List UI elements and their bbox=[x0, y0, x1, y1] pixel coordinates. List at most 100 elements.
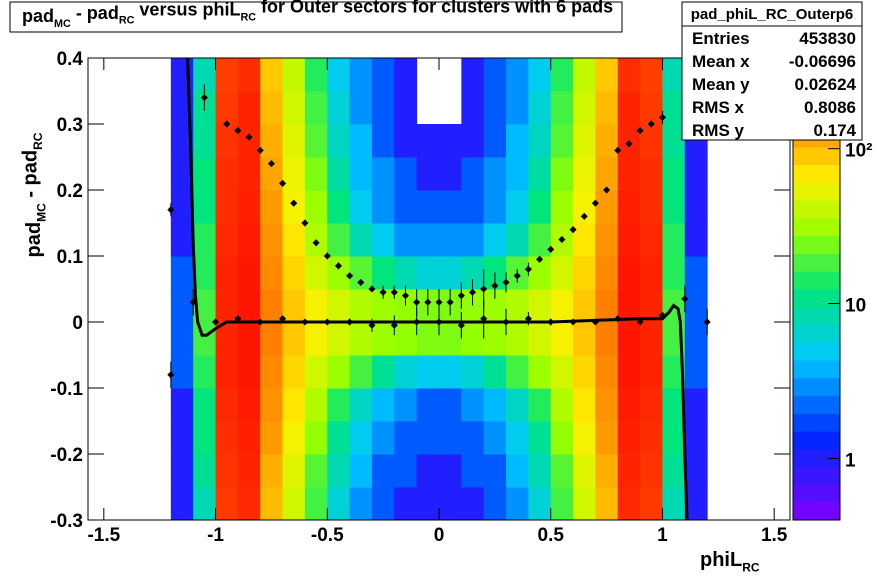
marker bbox=[536, 255, 544, 263]
stats-label: Mean x bbox=[692, 52, 750, 71]
subscript: RC bbox=[742, 560, 760, 574]
heat-cell bbox=[304, 289, 328, 323]
heat-cell bbox=[461, 91, 485, 125]
heat-cell bbox=[282, 157, 306, 191]
heat-cell bbox=[461, 223, 485, 257]
heat-cell bbox=[215, 190, 239, 224]
heat-cell bbox=[193, 388, 217, 422]
heat-cell bbox=[170, 388, 194, 422]
heat-cell bbox=[237, 124, 261, 158]
heat-cell bbox=[595, 223, 619, 257]
heat-cell bbox=[170, 58, 194, 92]
stats-label: RMS y bbox=[692, 121, 745, 140]
colorbar-step bbox=[793, 502, 840, 521]
heat-cell bbox=[483, 421, 507, 455]
x-tick-label: -1 bbox=[207, 525, 224, 546]
heat-cell bbox=[193, 58, 217, 92]
heat-cell bbox=[528, 421, 552, 455]
marker bbox=[368, 285, 376, 293]
x-tick-label: 0 bbox=[434, 525, 445, 546]
heat-cell bbox=[416, 223, 440, 257]
heat-cell bbox=[394, 454, 418, 488]
heat-cell bbox=[327, 124, 351, 158]
heat-cell bbox=[371, 190, 395, 224]
profile bbox=[167, 58, 711, 520]
heat-cell bbox=[550, 190, 574, 224]
heat-cell bbox=[282, 388, 306, 422]
heat-cell bbox=[170, 454, 194, 488]
marker bbox=[401, 292, 410, 300]
heat-cell bbox=[439, 124, 462, 158]
heat-cell bbox=[237, 355, 261, 389]
marker bbox=[457, 292, 465, 300]
subscript: RC bbox=[31, 132, 45, 150]
heat-cell bbox=[461, 58, 485, 92]
heat-cell bbox=[349, 256, 373, 290]
marker bbox=[323, 252, 331, 260]
colorbar-step bbox=[793, 342, 840, 361]
heat-cell bbox=[573, 124, 596, 158]
heat-cell bbox=[617, 157, 641, 191]
heat-cell bbox=[439, 487, 462, 520]
x-axis-label: phiLRC bbox=[700, 549, 760, 574]
heat-cell bbox=[260, 157, 284, 191]
heat-cell bbox=[304, 355, 328, 389]
heat-cell bbox=[595, 91, 619, 125]
heat-cell bbox=[237, 454, 261, 488]
heat-cell bbox=[193, 421, 217, 455]
heat-cell bbox=[640, 355, 663, 389]
heat-cell bbox=[260, 223, 284, 257]
heat-cell bbox=[573, 388, 596, 422]
y-tick-label: 0.4 bbox=[57, 49, 84, 70]
y-tick-label: 0.3 bbox=[57, 115, 83, 136]
heat-cell bbox=[170, 157, 194, 191]
heat-cell bbox=[327, 58, 351, 92]
y-tick-label: 0.1 bbox=[57, 247, 84, 268]
heat-cell bbox=[371, 289, 395, 323]
heat-cell bbox=[260, 58, 284, 92]
heat-cell bbox=[394, 256, 418, 290]
marker bbox=[234, 315, 242, 323]
marker bbox=[390, 288, 398, 296]
heat-cell bbox=[640, 454, 663, 488]
heat-cell bbox=[640, 157, 663, 191]
marker bbox=[368, 321, 376, 329]
heat-cell bbox=[506, 388, 529, 422]
heat-cell bbox=[327, 223, 351, 257]
heat-cell bbox=[170, 322, 194, 356]
heat-cell bbox=[483, 58, 507, 92]
heat-cell bbox=[528, 58, 552, 92]
colorbar-step bbox=[793, 306, 840, 326]
heat-cell bbox=[573, 190, 596, 224]
heat-cell bbox=[483, 223, 507, 257]
heat-cell bbox=[282, 256, 306, 290]
heat-cell bbox=[439, 322, 462, 356]
heat-cell bbox=[215, 388, 239, 422]
heat-cell bbox=[461, 190, 485, 224]
marker bbox=[390, 321, 398, 329]
heat-cell bbox=[662, 58, 686, 92]
marker bbox=[424, 298, 432, 306]
text-part: pad bbox=[23, 222, 45, 258]
heat-cell bbox=[282, 91, 306, 125]
heat-cell bbox=[573, 223, 596, 257]
y-axis-label: padMC - padRC bbox=[19, 132, 48, 257]
heat-cell bbox=[439, 421, 462, 455]
heat-cell bbox=[483, 289, 507, 323]
heat-cell bbox=[349, 91, 373, 125]
y-tick-label: 0.2 bbox=[57, 181, 83, 202]
heat-cell bbox=[617, 91, 641, 125]
heat-cell bbox=[170, 124, 194, 158]
marker bbox=[524, 315, 532, 323]
marker bbox=[446, 298, 454, 306]
marker bbox=[636, 127, 644, 135]
heat-cell bbox=[193, 223, 217, 257]
heat-cell bbox=[304, 91, 328, 125]
heat-cell bbox=[193, 487, 217, 520]
heat-cell bbox=[461, 388, 485, 422]
heat-cell bbox=[595, 355, 619, 389]
heat-cell bbox=[349, 421, 373, 455]
heat-cell bbox=[349, 487, 373, 520]
heat-cell bbox=[349, 157, 373, 191]
heat-cell bbox=[416, 388, 440, 422]
